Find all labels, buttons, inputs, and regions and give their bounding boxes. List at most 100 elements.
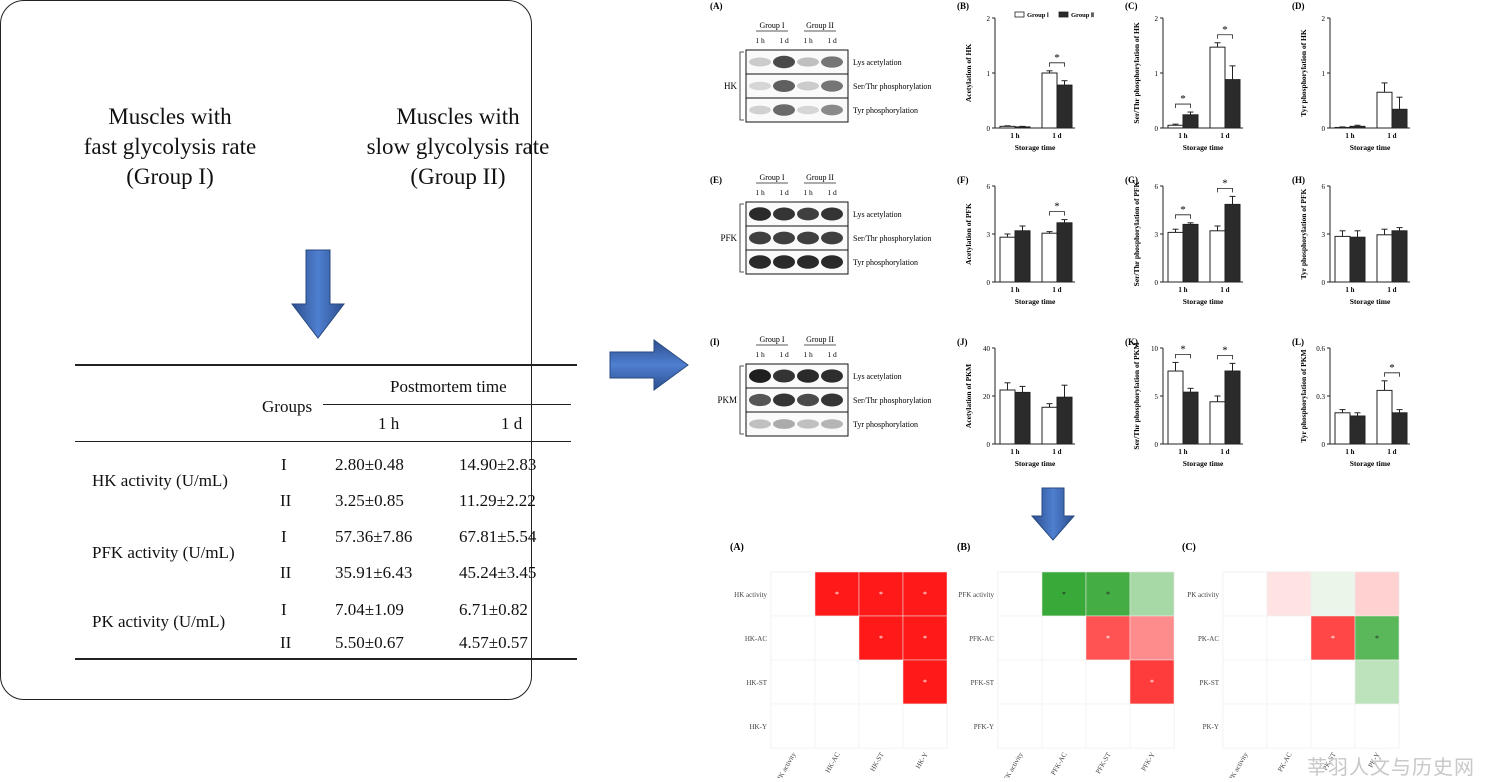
sig-bracket (1049, 62, 1065, 67)
panel-letter: (A) (730, 542, 744, 553)
right-arrow-icon (609, 339, 689, 391)
blot-row-label: Ser/Thr phosphorylation (853, 82, 931, 91)
panel-letter: (F) (957, 175, 969, 185)
sig-bracket (1217, 354, 1233, 360)
y-tick-label: 0 (1322, 125, 1326, 133)
bar-chart: (J) 0 20 40 Acetylation of PKM 1 h 1 d Storage … (957, 337, 1075, 468)
y-tick-label: 0 (987, 279, 991, 287)
blot-band (797, 57, 819, 67)
y-tick-label: 0 (1155, 125, 1159, 133)
blot-group-1-label: Group I (759, 335, 784, 344)
sig-star: * (1222, 344, 1228, 356)
row-label: PFK-Y (974, 723, 994, 731)
blot-band (821, 369, 843, 383)
blot-bracket (739, 365, 744, 435)
header-1h: 1 h (378, 414, 400, 433)
bar-group-2 (1349, 415, 1366, 445)
sig-star: * (879, 634, 883, 643)
bar-group-2 (1391, 108, 1408, 129)
blot-band (749, 81, 771, 91)
y-tick-label: 1 (1155, 70, 1159, 78)
y-tick-label: 0 (1155, 441, 1159, 449)
y-axis-label: Acetylation of PKM (964, 364, 973, 428)
row-label: HK activity (U/mL) (92, 471, 228, 490)
legend-label-group-1: Group Ⅰ (1027, 11, 1049, 19)
value-cell: 35.91±6.43 (335, 563, 413, 582)
value-cell: 14.90±2.83 (459, 455, 537, 474)
bar-group-2 (1349, 125, 1366, 129)
heatmap-cell (1129, 703, 1175, 749)
bar-group-2 (1056, 84, 1073, 129)
header-postmortem: Postmortem time (390, 377, 507, 396)
bar-group-2 (1391, 230, 1408, 283)
bar-group-1 (1209, 401, 1226, 445)
x-tick-label: 1 h (1178, 448, 1187, 456)
blot-group-1-label: Group I (759, 173, 784, 182)
x-tick-label: 1 d (1387, 286, 1396, 294)
heatmap-cell (814, 571, 860, 617)
heatmap-cell (1041, 615, 1087, 661)
row-label: PK-Y (1203, 723, 1219, 731)
y-tick-label: 0.3 (1316, 393, 1325, 401)
legend-label-group-2: Group Ⅱ (1071, 11, 1094, 19)
blot-band (821, 255, 843, 269)
bar-group-1 (1376, 234, 1393, 283)
x-axis-label: Storage time (1350, 297, 1391, 306)
bar-group-1 (1334, 235, 1351, 283)
panel-letter: (A) (710, 1, 723, 11)
heatmap-cell (1041, 571, 1087, 617)
heatmap-cell (770, 571, 816, 617)
blot-row-label: Lys acetylation (853, 372, 902, 381)
panel-letter: (B) (957, 542, 970, 553)
sig-star: * (1331, 634, 1335, 643)
sig-bracket (1175, 354, 1191, 359)
column-label: HK-ST (868, 750, 886, 772)
blot-band (749, 393, 771, 407)
table-top-rule (75, 364, 577, 366)
row-label: PFK activity (U/mL) (92, 543, 235, 562)
y-axis-label: Tyr phosphorylation of PFK (1299, 188, 1308, 279)
blot-bracket (739, 51, 744, 121)
column-label: HK-Y (914, 751, 930, 770)
panel-letter: (L) (1292, 337, 1304, 347)
row-group-1: I (281, 600, 287, 619)
blot-band (773, 393, 795, 407)
x-tick-label: 1 h (1178, 132, 1187, 140)
row-group-2: II (280, 633, 292, 652)
value-cell: 6.71±0.82 (459, 600, 528, 619)
y-axis-label: Acetylation of PFK (964, 203, 973, 265)
x-axis-label: Storage time (1015, 143, 1056, 152)
y-tick-label: 3 (1155, 231, 1159, 239)
blot-group-1-label: Group I (759, 21, 784, 30)
bar-chart: (G) 0 3 6 Ser/Thr phosphorylation of PFK 1 h *… (1125, 175, 1243, 306)
group-1-line-3: (Group I) (126, 164, 214, 189)
lane-time-label: 1 d (779, 350, 789, 359)
lane-time-label: 1 h (803, 36, 813, 45)
blot-band (749, 255, 771, 269)
heatmap-cell (1222, 571, 1268, 617)
blot-figure: (A) Group I Group II 1 h 1 d 1 h 1 d Lys acetyl… (710, 1, 931, 123)
y-tick-label: 0 (987, 441, 991, 449)
y-tick-label: 6 (987, 183, 991, 191)
bar-group-2 (1014, 391, 1031, 445)
bar-group-2 (1014, 230, 1031, 283)
blot-band (821, 419, 843, 429)
y-tick-label: 0 (1322, 441, 1326, 449)
x-tick-label: 1 d (1052, 448, 1061, 456)
y-tick-label: 1 (1322, 70, 1326, 78)
y-tick-label: 6 (1322, 183, 1326, 191)
bar-group-1 (1041, 72, 1058, 129)
blot-band (797, 369, 819, 383)
blot-row-label: Lys acetylation (853, 210, 902, 219)
sig-star: * (1150, 678, 1154, 687)
panel-letter: (I) (710, 337, 720, 347)
sig-star: * (879, 590, 883, 599)
sig-star: * (1180, 204, 1186, 216)
y-tick-label: 2 (1155, 15, 1159, 23)
blot-row-label: Ser/Thr phosphorylation (853, 396, 931, 405)
column-label: HK activity (774, 751, 798, 778)
x-tick-label: 1 d (1220, 286, 1229, 294)
column-label: PFK-Y (1140, 751, 1157, 773)
blot-band (797, 81, 819, 91)
heatmap: (A) * * * HK activity HK activity * * HK-AC HK-AC… (730, 542, 948, 778)
